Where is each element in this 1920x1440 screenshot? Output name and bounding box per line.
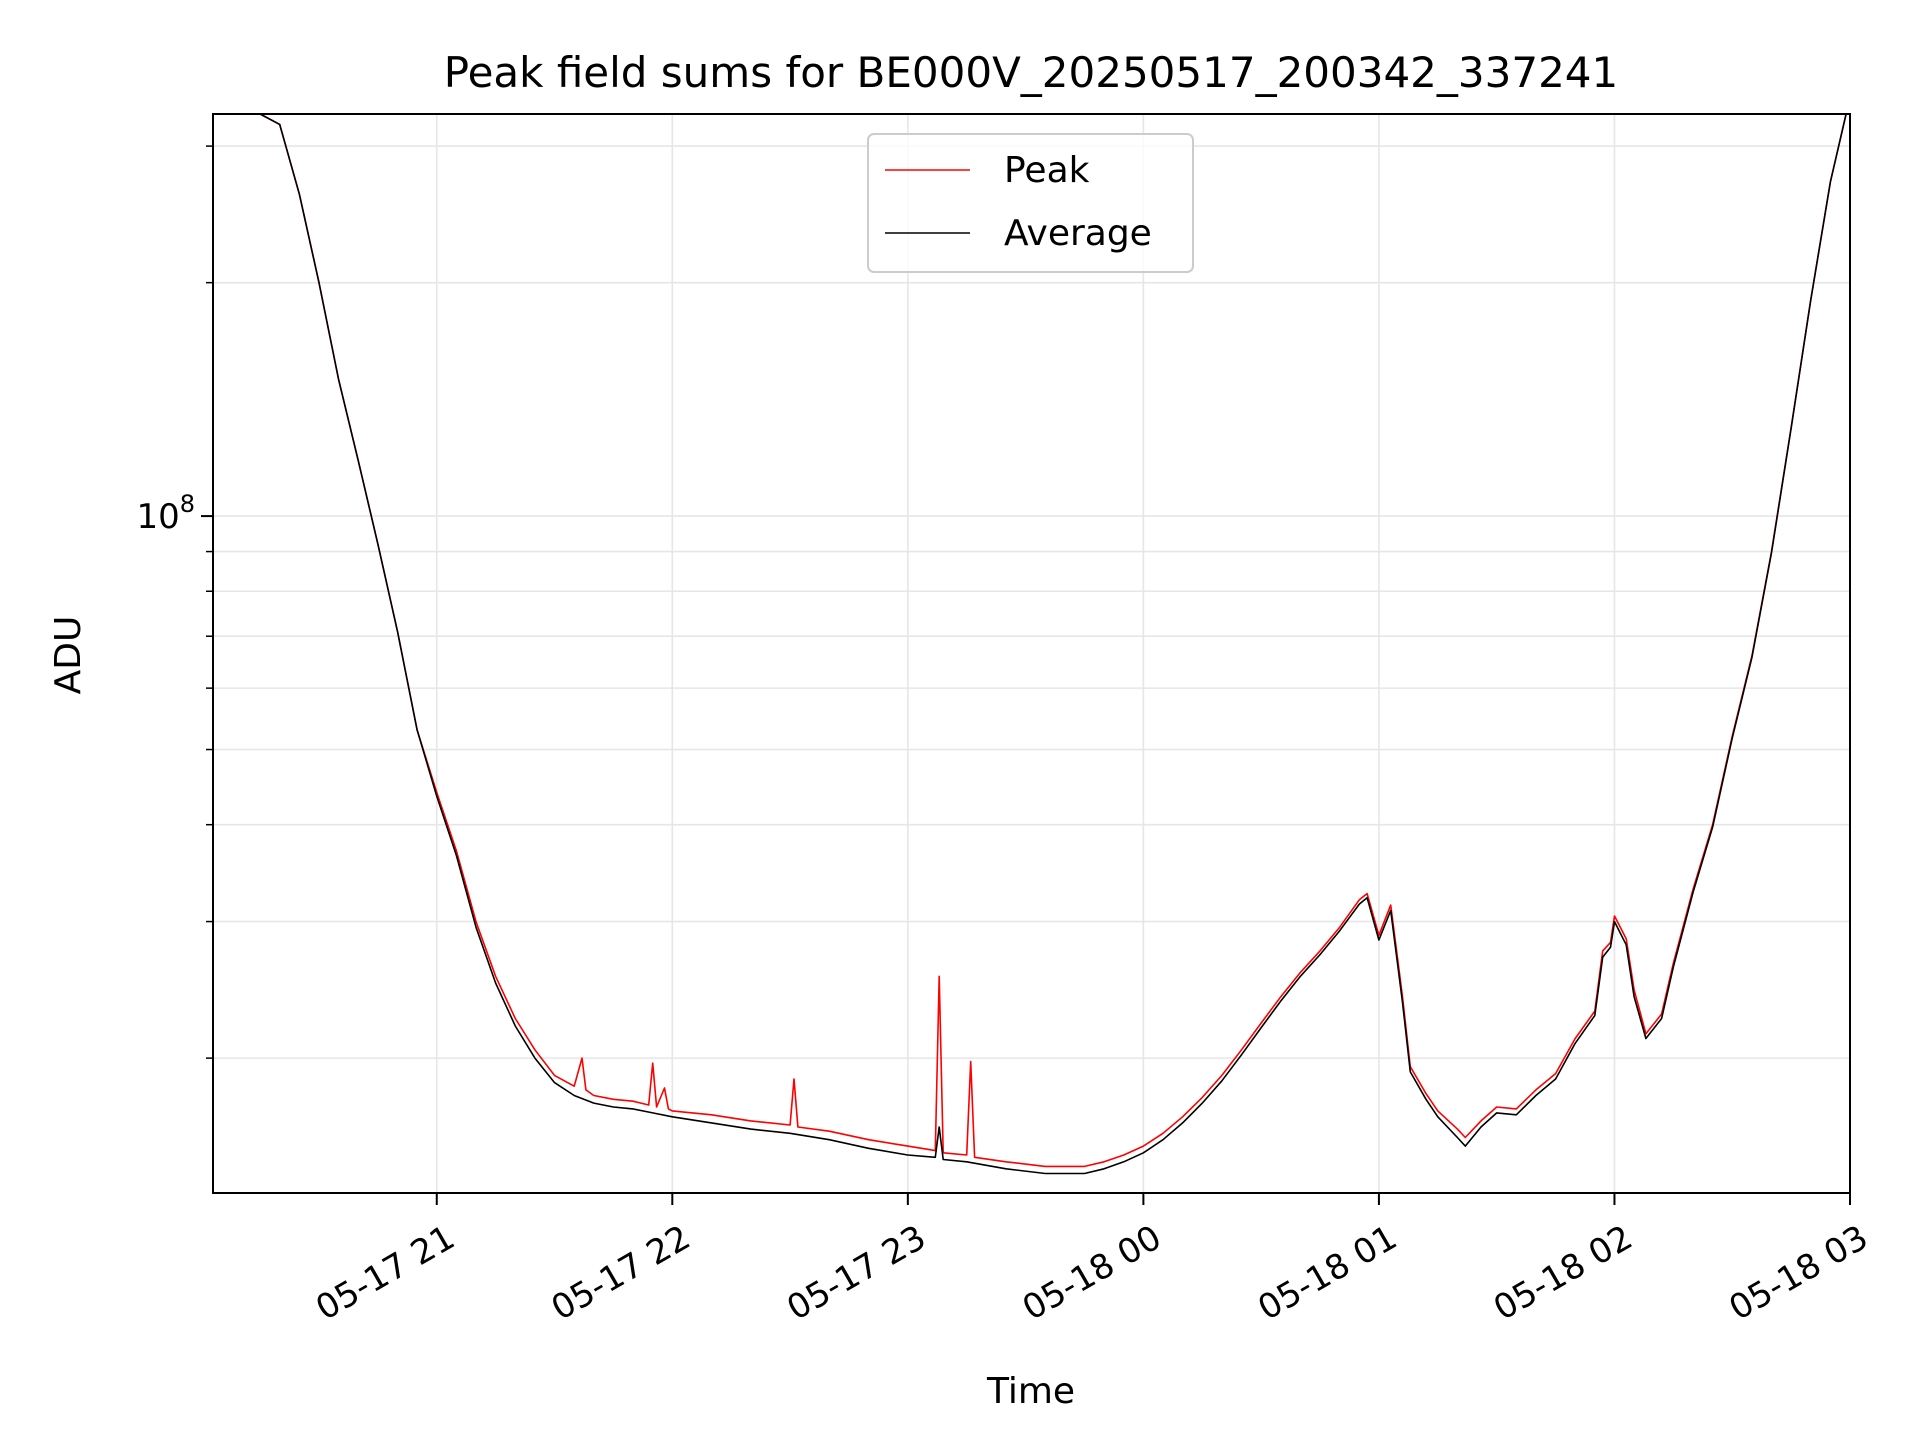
y-tick-label-exponent: 8 — [180, 490, 195, 518]
y-tick-label-base: 10 — [136, 497, 179, 537]
series-layer — [213, 114, 1847, 1175]
series-line-average — [213, 114, 1847, 1175]
plot-frame — [212, 113, 1851, 1194]
y-tick-label: 108 — [136, 490, 195, 537]
y-axis-label: ADU — [48, 616, 89, 695]
legend-box — [867, 133, 1194, 273]
legend-label-average: Average — [1004, 213, 1152, 254]
legend: Peak Average — [867, 133, 1194, 273]
x-axis-label: Time — [986, 1371, 1075, 1412]
legend-label-peak: Peak — [1004, 150, 1090, 191]
chart-title: Peak field sums for BE000V_20250517_2003… — [444, 48, 1618, 97]
grid — [213, 114, 1851, 1193]
series-line-peak — [213, 114, 1847, 1168]
